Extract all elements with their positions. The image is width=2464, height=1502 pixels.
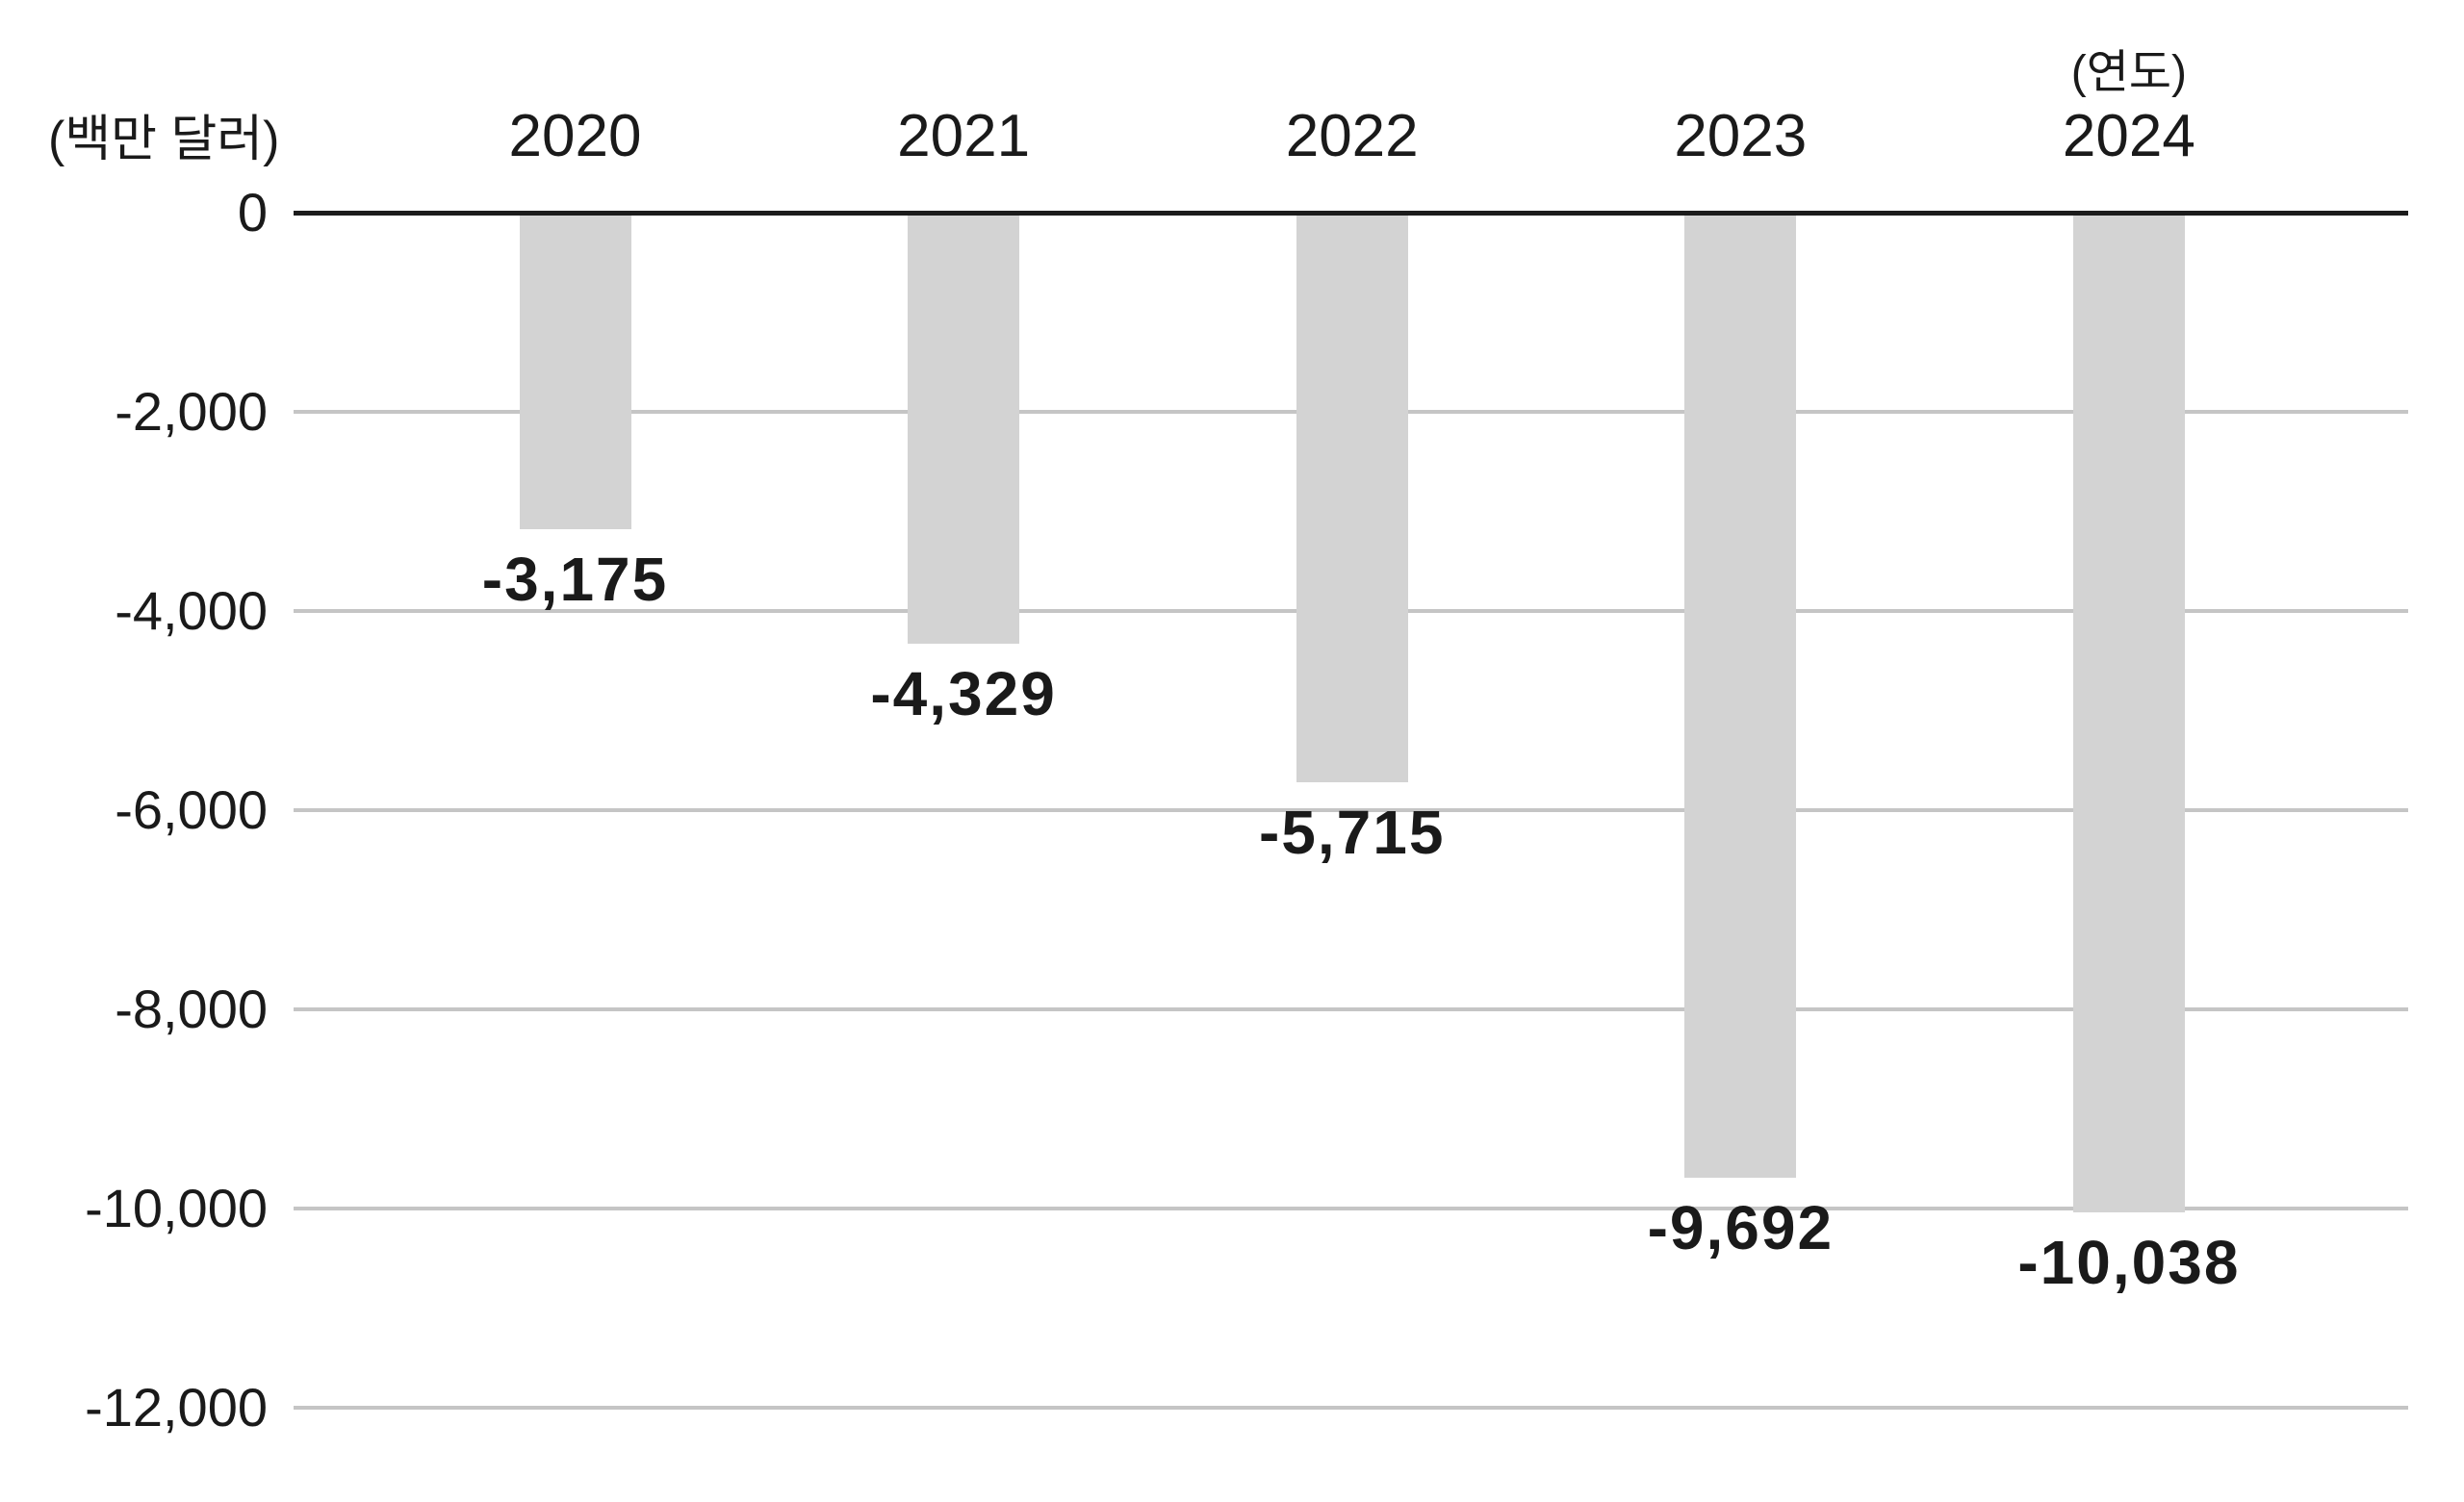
- value-label-2024: -10,038: [2017, 1227, 2241, 1297]
- value-label-2021: -4,329: [870, 659, 1057, 729]
- y-tick-label: -6,000: [115, 779, 268, 840]
- value-label-2022: -5,715: [1258, 797, 1446, 867]
- y-tick-label: -12,000: [85, 1377, 268, 1438]
- y-tick-label: -8,000: [115, 979, 268, 1039]
- y-tick-label: -10,000: [85, 1178, 268, 1238]
- x-axis-label-2023: 2023: [1674, 103, 1808, 169]
- x-axis-unit-label: (연도): [2070, 47, 2188, 98]
- gridline--12000: [294, 1406, 2408, 1410]
- x-axis-label-2021: 2021: [897, 103, 1031, 169]
- x-axis-label-2022: 2022: [1285, 103, 1419, 169]
- y-tick-label: 0: [237, 182, 268, 242]
- value-label-2023: -9,692: [1647, 1193, 1835, 1263]
- y-tick-label: -2,000: [115, 381, 268, 442]
- gridline--8000: [294, 1007, 2408, 1011]
- zero-baseline: [294, 211, 2408, 216]
- bar-2020: [519, 213, 631, 529]
- y-tick-label: -4,000: [115, 580, 268, 641]
- x-axis-label-2024: 2024: [2062, 103, 2195, 169]
- bar-2022: [1296, 213, 1408, 782]
- bar-2023: [1684, 213, 1797, 1179]
- y-axis-unit-label: (백만 달러): [48, 112, 280, 167]
- x-axis-label-2020: 2020: [508, 103, 642, 169]
- bar-2024: [2072, 213, 2185, 1212]
- gridline--10000: [294, 1207, 2408, 1210]
- value-label-2020: -3,175: [481, 544, 669, 614]
- bar-2021: [908, 213, 1020, 645]
- gridline--6000: [294, 808, 2408, 812]
